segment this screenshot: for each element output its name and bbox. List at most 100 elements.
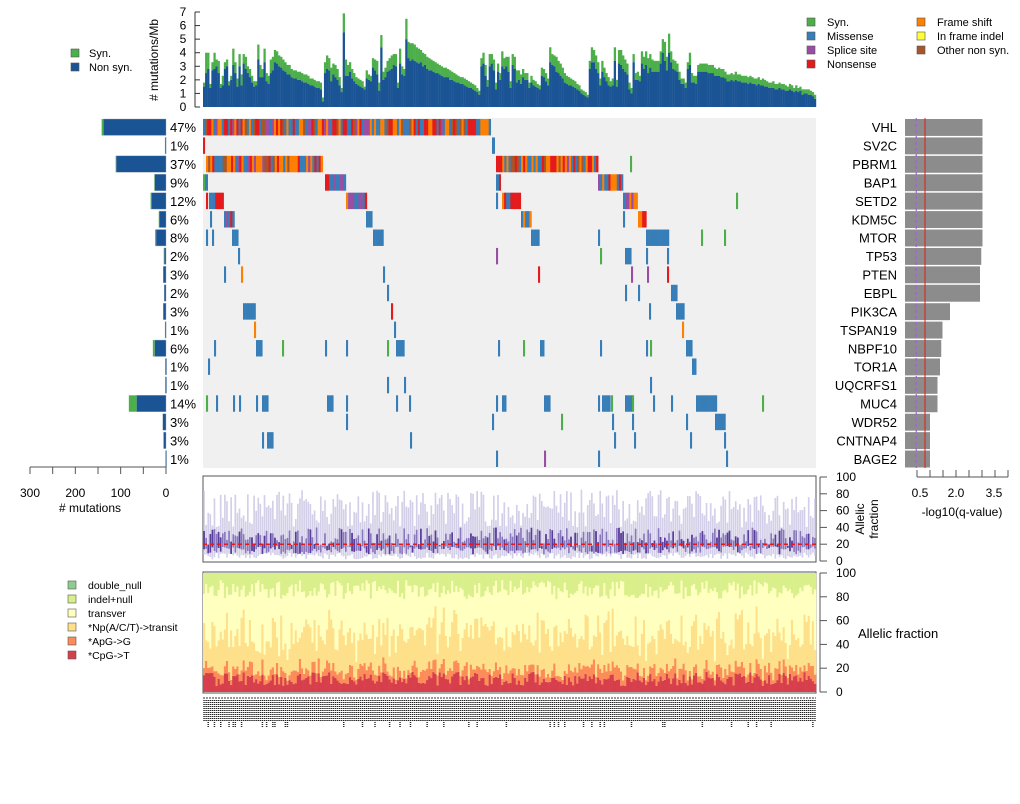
spectrum-segment [509, 580, 512, 648]
syn-bar [686, 62, 690, 69]
mutation-cell [762, 395, 765, 412]
spectrum-segment [674, 638, 677, 659]
spectrum-segment [440, 677, 444, 692]
spectrum-segment [661, 669, 665, 681]
spectrum-segment [398, 573, 402, 598]
spectrum-segment [724, 668, 727, 685]
syn-bar [511, 54, 514, 65]
mutation-cell [341, 174, 345, 191]
spectrum-segment [703, 680, 706, 692]
mutation-cell [292, 119, 296, 136]
percent-label: 1% [170, 378, 189, 393]
syn-bar [582, 90, 585, 95]
spectrum-segment [738, 598, 742, 615]
spectrum-segment [353, 586, 356, 633]
mutation-cell [293, 155, 296, 173]
mutation-cell [544, 450, 547, 467]
spectrum-segment [321, 640, 325, 672]
spectrum-segment [380, 573, 383, 589]
syn-bar [749, 75, 752, 83]
spectrum-segment [238, 645, 241, 675]
syn-bar [296, 71, 300, 80]
spectrum-segment [282, 649, 285, 672]
spectrum-segment [551, 650, 554, 671]
spectrum-segment [353, 677, 356, 682]
syn-bar [442, 67, 446, 78]
spectrum-segment [432, 672, 435, 692]
spectrum-segment [657, 630, 660, 673]
spectrum-segment [522, 623, 525, 676]
spectrum-segment [642, 573, 646, 595]
syn-bar [228, 81, 231, 86]
spectrum-segment [248, 676, 252, 692]
spectrum-segment [607, 573, 610, 599]
mutation-cell [234, 229, 237, 246]
spectrum-segment [565, 590, 569, 634]
spectrum-segment [784, 643, 788, 667]
spectrum-segment [403, 678, 406, 692]
spectrum-segment [768, 628, 771, 663]
spectrum-segment [640, 633, 644, 677]
syn-bar [373, 59, 377, 71]
nonsyn-bar [419, 62, 423, 107]
spectrum-segment [747, 589, 750, 623]
spectrum-segment [298, 637, 302, 659]
spectrum-segment [403, 599, 406, 641]
spectrum-segment [480, 669, 483, 679]
spectrum-segment [346, 683, 350, 692]
spectrum-segment [736, 674, 740, 692]
spectrum-segment [269, 589, 273, 648]
spectrum-segment [663, 638, 667, 673]
nonsyn-bar [417, 63, 421, 107]
nonsyn-bar [230, 79, 233, 107]
spectrum-segment [219, 573, 223, 581]
mutation-cell [736, 192, 739, 210]
spectrum-segment [367, 583, 371, 639]
syn-bar [793, 88, 796, 93]
spectrum-segment [519, 642, 523, 675]
spectrum-segment [526, 681, 529, 692]
syn-bar [528, 82, 531, 88]
nonsyn-bar [517, 79, 521, 107]
mutation-cell [244, 119, 248, 136]
spectrum-segment [715, 573, 719, 593]
spectrum-segment [490, 573, 494, 595]
spectrum-segment [594, 585, 598, 637]
syn-bar [461, 77, 464, 84]
mutation-cell [331, 174, 334, 191]
gene-label: PIK3CA [851, 304, 898, 319]
spectrum-segment [801, 591, 804, 645]
spectrum-segment [690, 625, 694, 680]
spectrum-segment [626, 676, 629, 692]
spectrum-segment [770, 590, 773, 652]
spectrum-segment [651, 573, 654, 596]
sample-id-labels [203, 697, 816, 728]
spectrum-segment [234, 676, 237, 692]
spectrum-segment [636, 672, 640, 692]
syn-bar [609, 81, 612, 87]
syn-bar [315, 81, 318, 88]
syn-bar [709, 64, 712, 74]
nonsyn-bar [692, 82, 696, 107]
mutation-cell [633, 192, 636, 210]
nonsyn-bar [355, 83, 358, 107]
spectrum-segment [747, 573, 750, 590]
mutation-cell [230, 211, 233, 228]
nonsyn-bar [317, 88, 320, 107]
spectrum-segment [382, 657, 385, 673]
nonsyn-bar [582, 94, 585, 107]
spectrum-segment [311, 595, 314, 643]
spectrum-segment [517, 573, 521, 588]
legend-label: Syn. [827, 17, 849, 29]
nonsyn-bar [795, 90, 798, 107]
spectrum-segment [246, 573, 250, 596]
spectrum-segment [620, 671, 623, 686]
mutation-cell [629, 192, 632, 210]
spectrum-segment [607, 678, 610, 692]
qvalue-bar [905, 119, 983, 136]
spectrum-segment [369, 638, 373, 663]
spectrum-segment [649, 587, 652, 643]
mutation-cell [299, 155, 303, 173]
nonsyn-count-bar [164, 137, 167, 155]
spectrum-segment [530, 672, 533, 692]
